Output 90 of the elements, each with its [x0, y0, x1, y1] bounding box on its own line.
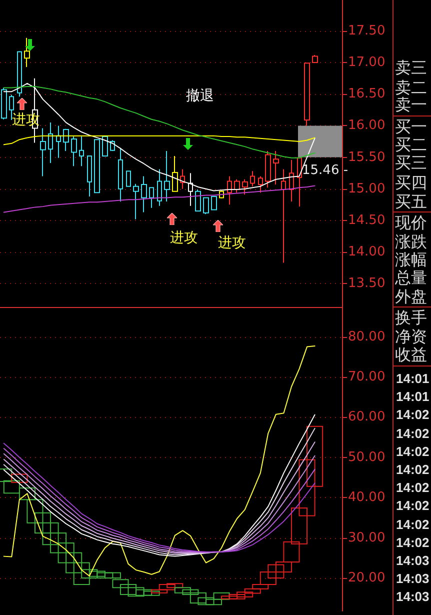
text: 卖三 — [395, 58, 427, 77]
candlestick — [203, 197, 209, 215]
candlestick — [234, 178, 240, 194]
y-tick-label: 30.00 — [348, 530, 386, 546]
annotation: 15.46 - — [302, 162, 348, 178]
y-tick-label: 70.00 — [348, 369, 386, 384]
candlestick — [273, 150, 279, 185]
candlestick — [48, 122, 53, 164]
candlestick — [71, 136, 77, 167]
annotation: 进攻 — [170, 230, 198, 246]
candlestick — [297, 157, 302, 208]
candlestick — [94, 139, 100, 194]
text: 14:02 — [396, 444, 430, 459]
text: 总量 — [395, 268, 427, 287]
candlestick — [172, 156, 178, 192]
candlestick — [211, 196, 217, 210]
y-tick-label: 14.50 — [348, 212, 386, 228]
line-series — [3, 86, 316, 158]
text: 外盘 — [395, 287, 427, 306]
y-tick-label: 20.00 — [348, 570, 386, 586]
text: 卖一 — [395, 95, 427, 114]
candlestick — [17, 50, 22, 98]
text: 14:01 — [396, 389, 430, 404]
text: 买一 — [395, 117, 427, 136]
candlestick — [157, 168, 162, 206]
candlestick — [24, 37, 30, 68]
candlestick — [87, 156, 92, 197]
y-tick-label: 15.00 — [348, 181, 386, 196]
text: 现价 — [395, 213, 427, 232]
text: 14:02 — [396, 534, 430, 550]
candlestick — [9, 94, 14, 121]
candlestick — [141, 176, 147, 213]
candlestick — [304, 62, 310, 126]
y-tick-label: 16.00 — [348, 118, 386, 134]
y-tick-label: 50.00 — [348, 450, 386, 465]
text: 净资 — [395, 327, 427, 346]
candlestick — [126, 170, 131, 187]
candlestick — [312, 54, 318, 64]
y-tick-label: 40.00 — [348, 490, 386, 506]
candlestick — [195, 189, 201, 212]
candlestick — [258, 176, 263, 194]
text: 涨跌 — [395, 232, 427, 251]
text: 买二 — [395, 135, 427, 154]
candlestick — [79, 136, 84, 167]
text: 卖二 — [395, 78, 427, 97]
y-tick-label: 17.00 — [348, 55, 386, 70]
candlestick — [118, 147, 123, 202]
candlestick — [1, 87, 7, 120]
candlestick — [40, 128, 46, 177]
candlestick — [250, 170, 255, 187]
text: 14:01 — [396, 371, 430, 386]
text: 买四 — [395, 173, 427, 192]
text: 14:02 — [396, 480, 430, 496]
candlestick — [242, 178, 248, 196]
candlestick — [265, 150, 271, 188]
candlestick — [227, 176, 232, 206]
candlestick — [164, 150, 170, 202]
y-tick-label: 60.00 — [348, 410, 386, 425]
text: 换手 — [395, 308, 427, 327]
candlestick — [281, 168, 286, 264]
candlestick — [289, 159, 294, 202]
y-tick-label: 14.00 — [348, 244, 386, 260]
text: 收益 — [395, 345, 427, 364]
line-series — [3, 346, 316, 577]
text: 买三 — [395, 153, 427, 172]
text: 14:03 — [396, 553, 430, 568]
candlestick — [63, 128, 69, 152]
y-tick-label: 15.50 — [348, 150, 386, 165]
y-tick-label: 80.00 — [348, 329, 386, 344]
annotation: 进攻 — [218, 235, 246, 251]
y-tick-label: 13.50 — [348, 276, 386, 292]
text: 14:03 — [396, 571, 430, 586]
candlestick — [133, 183, 139, 220]
y-tick-label: 16.50 — [348, 86, 386, 102]
text: 14:02 — [396, 407, 430, 422]
text: 涨幅 — [395, 250, 427, 269]
candlestick — [56, 125, 61, 158]
text: 买五 — [395, 192, 427, 211]
text: 14:02 — [396, 426, 430, 441]
y-tick-label: 17.50 — [348, 23, 386, 38]
candlestick — [149, 187, 154, 208]
annotation: 撤退 — [186, 88, 214, 104]
bar — [11, 474, 28, 483]
text: 14:03 — [396, 589, 430, 604]
text: 14:02 — [396, 498, 430, 514]
text: 14:02 — [396, 516, 430, 532]
line-series — [3, 135, 316, 146]
candlestick — [102, 135, 108, 157]
text: 14:02 — [396, 462, 430, 477]
line-series — [3, 185, 316, 213]
